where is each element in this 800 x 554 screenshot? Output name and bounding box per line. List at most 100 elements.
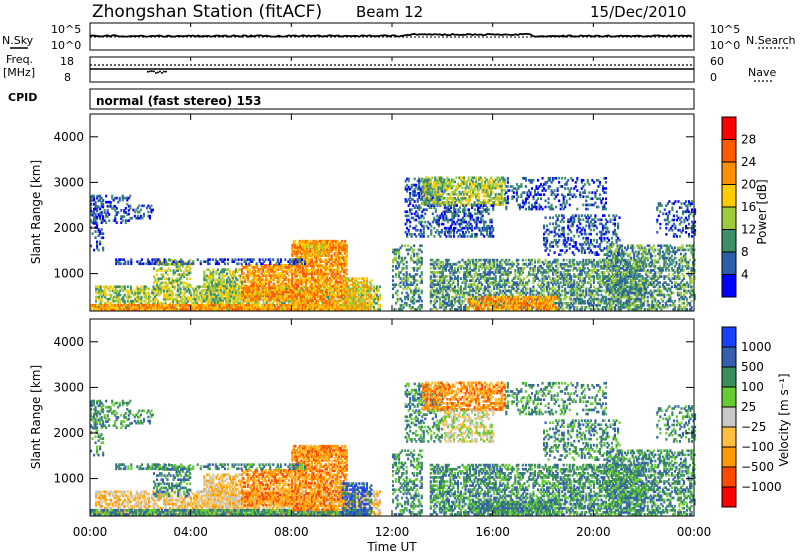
power-cell — [189, 259, 192, 262]
power-cell — [306, 270, 309, 274]
power-cell — [215, 305, 218, 309]
power-cell — [301, 264, 305, 268]
power-cell — [200, 285, 203, 289]
power-cell — [245, 286, 248, 290]
power-cell — [410, 254, 413, 258]
power-cell — [250, 264, 253, 267]
power-cell — [327, 297, 330, 301]
power-cell — [298, 289, 301, 292]
power-cell — [242, 288, 245, 292]
power-cell — [242, 280, 245, 284]
power-cell — [368, 291, 371, 295]
power-cell — [315, 291, 318, 294]
power-cell — [372, 285, 375, 289]
power-cell — [262, 308, 265, 311]
power-cell — [301, 272, 305, 276]
power-cell — [136, 206, 139, 210]
power-cell — [228, 286, 232, 290]
power-cell — [178, 301, 181, 305]
power-cell — [152, 293, 155, 297]
power-cell — [168, 279, 171, 283]
power-cell — [90, 199, 93, 203]
power-cell — [257, 278, 260, 282]
power-cell — [248, 308, 251, 311]
power-cell — [306, 299, 309, 303]
power-cell — [100, 219, 103, 222]
power-cell — [234, 292, 238, 296]
power-cell — [129, 295, 132, 299]
power-cell — [199, 291, 202, 295]
power-cell — [291, 297, 294, 300]
power-cell — [226, 308, 229, 311]
power-cell — [272, 266, 275, 269]
power-cell — [124, 219, 127, 222]
power-cell — [272, 284, 275, 288]
power-cell — [215, 282, 218, 286]
power-cell — [113, 291, 116, 295]
power-cell — [221, 292, 224, 296]
power-cell — [377, 308, 380, 311]
power-cell — [315, 241, 319, 244]
power-cell — [250, 303, 253, 307]
power-cell — [118, 198, 121, 202]
power-cell — [172, 293, 175, 297]
power-cell — [298, 276, 301, 280]
power-cell — [300, 299, 303, 303]
power-cell — [223, 262, 226, 266]
power-cell — [168, 263, 171, 266]
power-cell — [119, 299, 122, 303]
power-cell — [227, 292, 230, 296]
power-cell — [413, 200, 416, 203]
cpid-text: normal (fast stereo) 153 — [96, 94, 262, 108]
power-cell — [177, 285, 180, 289]
power-cell — [97, 205, 100, 209]
power-cell — [215, 288, 218, 292]
power-cell — [163, 281, 166, 285]
power-cell — [157, 263, 160, 266]
power-cell — [209, 295, 212, 299]
power-cell — [248, 294, 251, 298]
power-cell — [155, 281, 159, 285]
power-cell — [415, 224, 418, 228]
power-cell — [240, 258, 243, 261]
power-cell — [241, 301, 244, 305]
power-cell — [134, 293, 137, 297]
power-cell — [291, 272, 294, 276]
power-cell — [401, 299, 404, 303]
power-cell — [268, 274, 271, 277]
power-cell — [225, 284, 229, 288]
power-cell — [271, 268, 274, 271]
power-cell — [180, 273, 183, 277]
power-cell — [187, 287, 190, 291]
power-cell — [269, 298, 272, 302]
power-cell — [295, 285, 298, 288]
power-cell — [372, 297, 375, 301]
power-cell — [242, 276, 245, 279]
power-cell — [117, 293, 120, 297]
power-cell — [415, 218, 418, 222]
power-cell — [225, 268, 229, 272]
power-cell — [307, 299, 311, 303]
power-cell — [188, 291, 191, 295]
power-cell — [99, 213, 102, 216]
power-cell — [106, 215, 109, 218]
power-cell — [260, 268, 263, 271]
power-cell — [291, 295, 294, 298]
power-cell — [266, 268, 269, 271]
power-cell — [303, 260, 307, 264]
power-cell — [297, 280, 300, 284]
power-cell — [192, 303, 195, 307]
power-cell — [280, 288, 283, 292]
power-cell — [317, 245, 320, 248]
power-cell — [150, 210, 153, 214]
power-cell — [155, 283, 159, 287]
power-cell — [161, 261, 165, 264]
power-cell — [170, 308, 173, 311]
power-cell — [251, 274, 254, 277]
power-cell — [212, 274, 215, 278]
power-cell — [239, 305, 242, 309]
power-cell — [289, 270, 292, 273]
power-cell — [365, 277, 368, 280]
power-scatter — [90, 176, 697, 311]
power-cell — [145, 305, 148, 309]
